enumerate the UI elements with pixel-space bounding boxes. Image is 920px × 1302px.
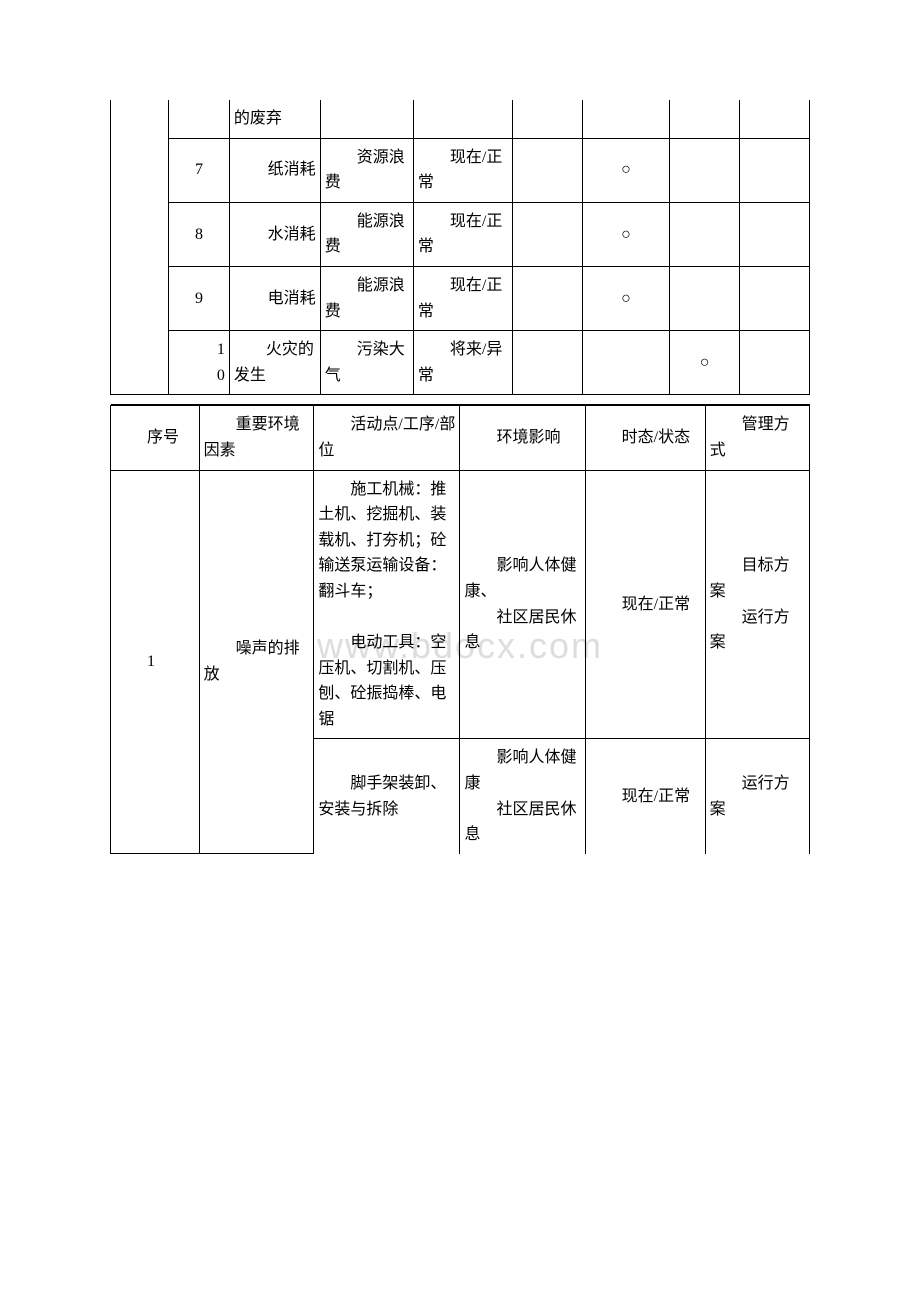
- table-2: 序号 重要环境因素 活动点/工序/部位 环境影响 时态/状态 管理方式 1 噪声…: [110, 405, 810, 854]
- cell-status: 现在/正常: [413, 138, 512, 202]
- cell-impact: 能源浪费: [320, 266, 413, 330]
- header-impact: 环境影响: [460, 406, 585, 470]
- cell-num: 7: [169, 138, 230, 202]
- header-point: 活动点/工序/部位: [314, 406, 460, 470]
- cell-c1: [512, 331, 582, 395]
- cell-impact: 污染大气: [320, 331, 413, 395]
- header-method: 管理方式: [705, 406, 809, 470]
- cell-c2: [582, 100, 669, 138]
- cell-c3: [670, 266, 740, 330]
- cell-impact: [320, 100, 413, 138]
- cell-status: 现在/正常: [585, 470, 705, 739]
- cell-c4: [740, 100, 810, 138]
- cell-c2: ○: [582, 202, 669, 266]
- cell-num: 10: [169, 331, 230, 395]
- cell-status: 现在/正常: [413, 202, 512, 266]
- cell-status: [413, 100, 512, 138]
- cell-num: [169, 100, 230, 138]
- cell-c4: [740, 138, 810, 202]
- cell-c3: [670, 202, 740, 266]
- document-page: 的废弃 7 纸消耗 资源浪费 现在/正常 ○ 8 水消耗 能源浪费 现在/正常 …: [110, 100, 810, 854]
- cell-factor: 纸消耗: [229, 138, 320, 202]
- cell-c4: [740, 331, 810, 395]
- table-row: 9 电消耗 能源浪费 现在/正常 ○: [111, 266, 810, 330]
- cell-method: 运行方案: [705, 739, 809, 854]
- cell-impact: 能源浪费: [320, 202, 413, 266]
- table-row: 7 纸消耗 资源浪费 现在/正常 ○: [111, 138, 810, 202]
- cell-c3: ○: [670, 331, 740, 395]
- header-factor: 重要环境因素: [199, 406, 314, 470]
- table-header-row: 序号 重要环境因素 活动点/工序/部位 环境影响 时态/状态 管理方式: [111, 406, 810, 470]
- cell-c2: ○: [582, 266, 669, 330]
- cell-empty: [111, 100, 169, 395]
- cell-factor: 噪声的排放: [199, 470, 314, 854]
- spacer-row: [111, 395, 810, 405]
- cell-status: 现在/正常: [585, 739, 705, 854]
- cell-point: 脚手架装卸、安装与拆除: [314, 739, 460, 854]
- cell-c2: [582, 331, 669, 395]
- cell-c3: [670, 100, 740, 138]
- spacer-cell: [111, 395, 810, 405]
- cell-impact: 影响人体健康 社区居民休息: [460, 739, 585, 854]
- cell-factor: 水消耗: [229, 202, 320, 266]
- cell-point: 施工机械：推土机、挖掘机、装载机、打夯机；砼输送泵运输设备：翻斗车； 电动工具：…: [314, 470, 460, 739]
- cell-factor: 电消耗: [229, 266, 320, 330]
- table-row: 1 噪声的排放 施工机械：推土机、挖掘机、装载机、打夯机；砼输送泵运输设备：翻斗…: [111, 470, 810, 739]
- cell-method: 目标方案 运行方案: [705, 470, 809, 739]
- cell-num: 9: [169, 266, 230, 330]
- cell-factor: 火灾的发生: [229, 331, 320, 395]
- cell-c3: [670, 138, 740, 202]
- table-row: 8 水消耗 能源浪费 现在/正常 ○: [111, 202, 810, 266]
- cell-factor: 的废弃: [229, 100, 320, 138]
- cell-status: 现在/正常: [413, 266, 512, 330]
- cell-c1: [512, 100, 582, 138]
- cell-c4: [740, 202, 810, 266]
- table-row: 的废弃: [111, 100, 810, 138]
- table-1: 的废弃 7 纸消耗 资源浪费 现在/正常 ○ 8 水消耗 能源浪费 现在/正常 …: [110, 100, 810, 405]
- cell-status: 将来/异常: [413, 331, 512, 395]
- cell-c1: [512, 202, 582, 266]
- cell-c2: ○: [582, 138, 669, 202]
- cell-c1: [512, 138, 582, 202]
- cell-num: 8: [169, 202, 230, 266]
- cell-impact: 影响人体健康、 社区居民休息: [460, 470, 585, 739]
- cell-seq: 1: [111, 470, 200, 854]
- cell-c4: [740, 266, 810, 330]
- table-row: 10 火灾的发生 污染大气 将来/异常 ○: [111, 331, 810, 395]
- cell-c1: [512, 266, 582, 330]
- cell-impact: 资源浪费: [320, 138, 413, 202]
- header-seq: 序号: [111, 406, 200, 470]
- header-status: 时态/状态: [585, 406, 705, 470]
